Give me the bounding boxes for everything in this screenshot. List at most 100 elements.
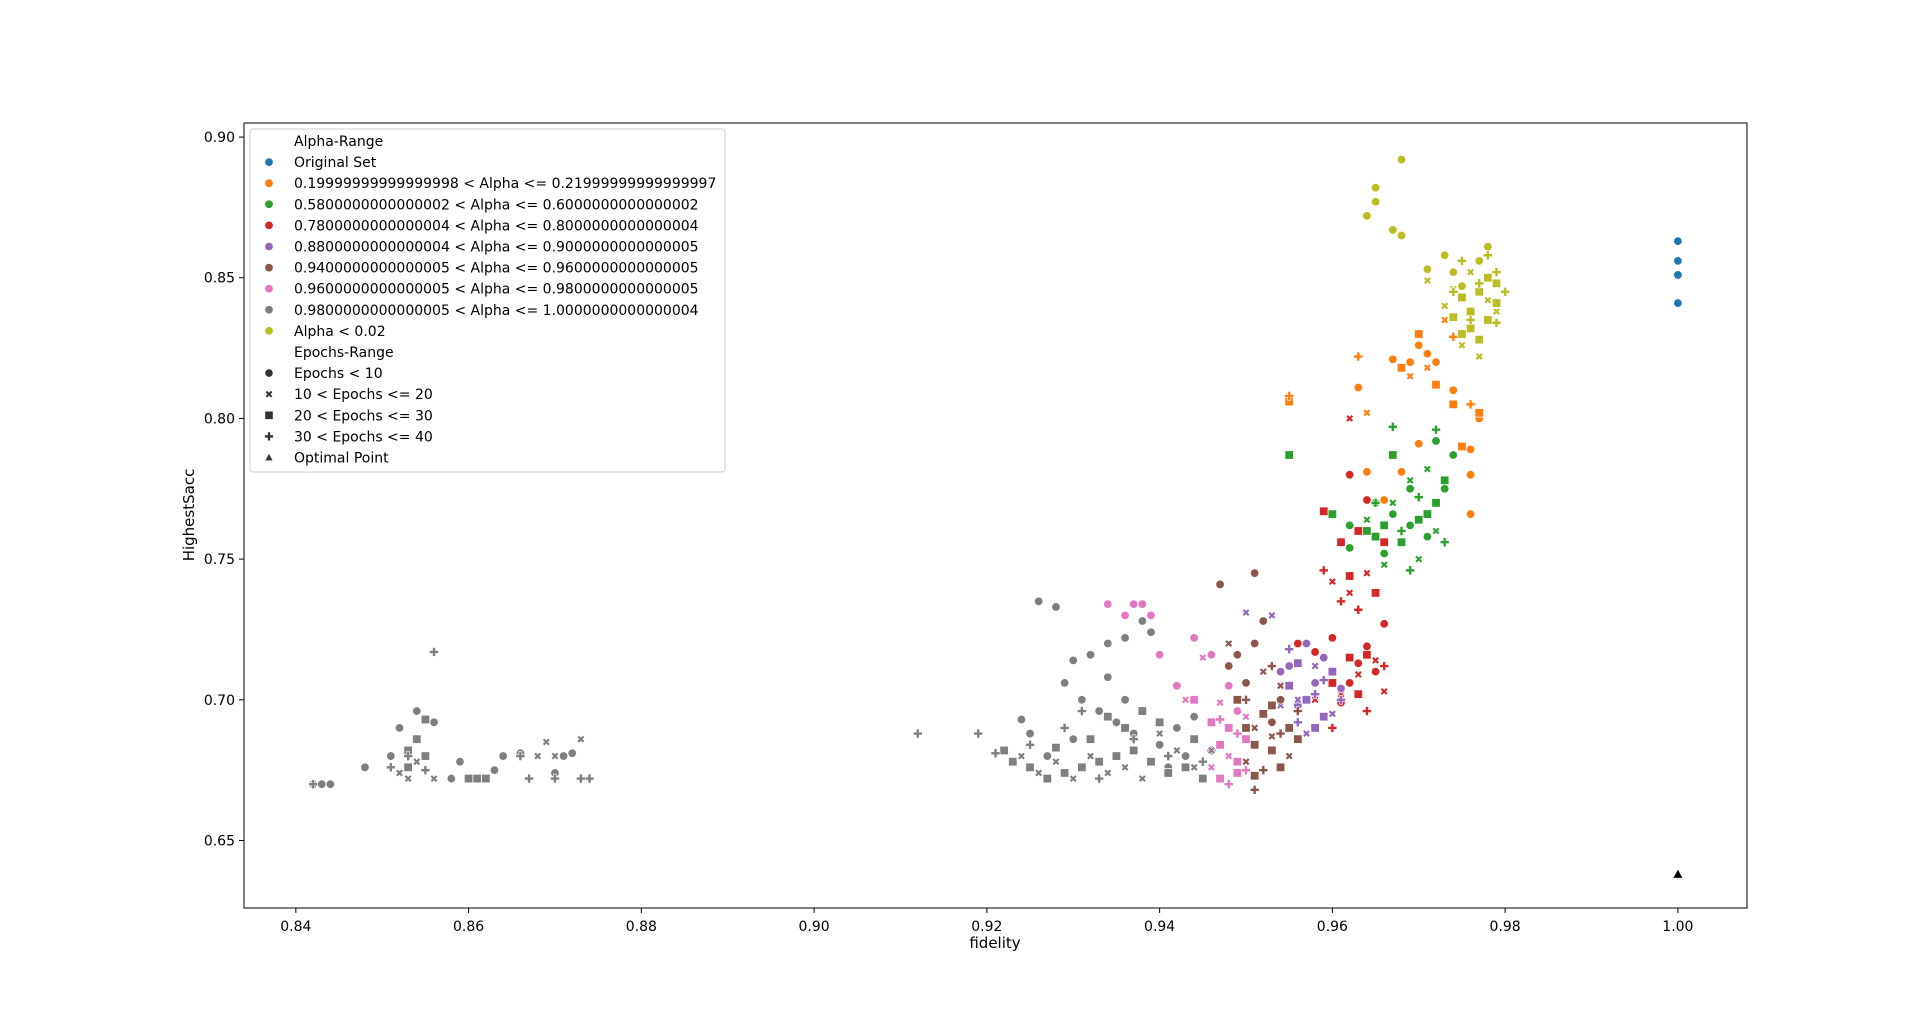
data-point-19-1	[1258, 667, 1268, 676]
data-point-32-6	[524, 773, 534, 784]
data-point-20-4	[1249, 785, 1260, 795]
data-point-25-20	[1189, 711, 1199, 722]
data-point-22-1	[1206, 717, 1217, 728]
data-point-25-22	[1120, 695, 1130, 705]
data-point-27-6	[1138, 774, 1147, 783]
data-point-32-7	[550, 773, 560, 784]
data-point-22-6	[1215, 773, 1225, 784]
x-tick-label-7: 0.98	[1490, 919, 1521, 935]
data-point-34-2	[1474, 287, 1484, 297]
data-point-22-2	[1215, 740, 1225, 750]
data-point-10-6	[1353, 689, 1363, 699]
data-point-13-1	[1301, 638, 1312, 649]
data-point-33-6	[1422, 264, 1433, 275]
legend-style-title: Epochs-Range	[294, 345, 394, 361]
data-point-6-10	[1370, 531, 1381, 542]
data-point-4-2	[1465, 399, 1476, 410]
data-point-21-7	[1189, 633, 1199, 643]
data-point-4-0	[1284, 391, 1294, 401]
y-tick-label-2: 0.75	[204, 552, 235, 568]
data-point-21-8	[1206, 650, 1217, 660]
legend-label-3: 0.7800000000000004 < Alpha <= 0.80000000…	[294, 218, 699, 234]
legend-label-1: 0.19999999999999998 < Alpha <= 0.2199999…	[294, 176, 716, 192]
data-point-33-9	[1483, 242, 1493, 252]
data-point-5-11	[1405, 484, 1415, 494]
data-point-16-3	[1336, 694, 1346, 705]
data-point-6-4	[1396, 537, 1407, 547]
legend-marker-11	[264, 410, 274, 420]
data-point-12-5	[1379, 661, 1390, 671]
data-point-8-5	[1431, 424, 1441, 435]
data-point-21-9	[1224, 681, 1234, 691]
data-point-34-4	[1491, 298, 1502, 308]
data-point-3-1	[1405, 371, 1415, 381]
data-point-34-6	[1483, 315, 1493, 325]
data-point-21-5	[1154, 650, 1165, 660]
legend-marker-4	[264, 241, 274, 252]
data-point-29-4	[386, 751, 396, 761]
legend-label-13: Optimal Point	[294, 451, 389, 467]
legend-marker-13	[265, 453, 273, 461]
data-point-17-8	[1224, 661, 1234, 671]
legend-label-12: 30 < Epochs <= 40	[294, 429, 433, 445]
legend-marker-1	[264, 178, 274, 188]
data-point-33-11	[1457, 281, 1467, 291]
data-point-13-4	[1319, 652, 1329, 663]
data-points-layer	[308, 154, 1683, 878]
data-point-30-7	[420, 751, 431, 761]
data-point-18-8	[1267, 700, 1277, 711]
data-point-25-0	[1033, 596, 1044, 607]
data-point-22-0	[1189, 695, 1199, 705]
data-point-26-11	[1180, 762, 1191, 773]
data-point-28-4	[1059, 723, 1070, 733]
data-point-18-7	[1249, 771, 1260, 781]
data-point-33-4	[1388, 225, 1398, 235]
data-point-34-10	[1448, 312, 1459, 322]
x-tick-label-1: 0.86	[453, 919, 484, 935]
data-point-21-2	[1129, 599, 1139, 609]
data-point-34-5	[1465, 323, 1476, 334]
data-point-18-9	[1232, 695, 1243, 705]
data-point-12-1	[1353, 604, 1364, 615]
legend-marker-5	[264, 262, 274, 273]
data-point-6-7	[1439, 475, 1450, 486]
data-point-28-2	[990, 748, 1001, 759]
data-point-24-1	[1232, 728, 1243, 739]
data-point-13-5	[1336, 683, 1346, 694]
data-point-17-7	[1241, 678, 1251, 688]
data-point-2-3	[1448, 399, 1459, 410]
data-point-32-3	[403, 751, 413, 761]
data-point-25-8	[1059, 678, 1070, 688]
data-point-34-0	[1457, 292, 1467, 303]
data-point-35-7	[1440, 301, 1449, 311]
data-point-34-3	[1483, 273, 1493, 283]
data-point-19-0	[1224, 639, 1234, 648]
data-point-11-5	[1371, 656, 1380, 665]
data-point-35-2	[1466, 267, 1475, 277]
data-point-1-0	[1362, 467, 1372, 477]
data-point-35-5	[1457, 340, 1467, 350]
data-point-12-3	[1362, 706, 1372, 716]
data-point-35-6	[1474, 352, 1484, 361]
data-point-26-18	[1137, 706, 1148, 716]
legend-marker-10	[264, 389, 274, 399]
data-point-33-0	[1396, 154, 1407, 165]
data-point-22-4	[1232, 756, 1243, 767]
data-point-26-5	[1077, 762, 1087, 773]
data-point-11-0	[1328, 577, 1337, 586]
data-point-29-15	[567, 748, 577, 758]
data-point-6-5	[1414, 515, 1424, 525]
data-point-5-6	[1422, 531, 1433, 542]
data-point-7-2	[1405, 476, 1415, 485]
x-tick-label-3: 0.90	[799, 919, 830, 935]
data-point-18-0	[1241, 723, 1251, 733]
data-point-23-2	[1224, 751, 1234, 761]
data-point-2-6	[1396, 363, 1407, 373]
data-point-31-3	[533, 751, 542, 761]
data-point-28-9	[1077, 706, 1087, 716]
data-point-15-1	[1267, 611, 1277, 620]
data-point-32-0	[429, 647, 439, 657]
data-point-11-6	[1379, 687, 1389, 696]
data-point-14-2	[1319, 711, 1329, 722]
data-point-5-9	[1448, 450, 1459, 460]
